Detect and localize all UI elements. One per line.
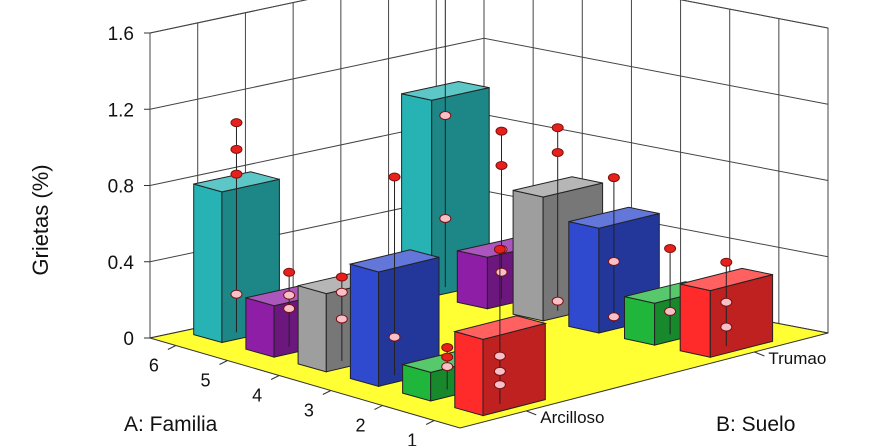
observation-point [664,306,677,316]
observation-point [441,343,454,353]
z-tick-label: Arcilloso [540,408,604,427]
observation-point [493,244,506,254]
observation-point [388,332,401,342]
x-tick-mark [425,420,435,425]
observation-point [493,380,506,390]
z-tick-label: Trumao [768,349,826,368]
tick-labels: 0 0.4 0.8 1.2 1.6 1 2 3 4 5 6 Arcilloso Trumao [108,24,827,446]
observation-point [283,267,296,277]
z-tick-mark [526,410,537,416]
y-tick-label: 1.2 [108,100,134,121]
observation-point [720,322,733,332]
gridline-horizontal [149,0,829,34]
observation-point [495,267,508,277]
observation-point [335,314,348,324]
bar-face-front [245,297,275,358]
x-tick-mark [374,405,383,410]
y-tick-label: 0.8 [108,177,134,198]
x-tick-label: 1 [407,431,417,446]
bar-face-front [193,183,223,344]
x-axis-label: A: Familia [124,413,218,436]
bar-face-front [454,330,484,417]
bar-arcilloso-familia-3 [348,172,440,388]
bar-face-front [349,263,379,388]
observation-point [335,287,348,297]
observation-point [283,304,296,314]
observation-point [439,111,452,121]
x-tick-label: 4 [252,386,262,406]
observation-point [495,160,508,170]
observation-point [230,118,243,128]
gridline-horizontal [149,37,829,110]
x-tick-label: 2 [355,416,365,436]
observation-point [439,213,452,223]
observation-point [720,297,733,307]
observation-point [664,244,677,254]
y-tick-label: 1.6 [108,24,134,45]
bar-face-front [456,250,488,310]
observation-point [230,144,243,154]
x-tick-mark [219,360,228,365]
x-tick-label: 5 [200,371,210,391]
x-tick-label: 6 [149,356,159,376]
observation-point [441,362,454,372]
chart-bars [193,0,774,417]
x-tick-label: 3 [304,401,314,421]
observation-point [551,123,564,133]
observation-point [551,147,564,157]
bar-trumao-familia-1 [679,257,774,358]
observation-point [720,257,733,267]
x-tick-mark [167,345,177,350]
bar-face-front [624,295,656,346]
observation-point [607,257,620,266]
observation-point [441,352,454,362]
observation-point [607,312,620,322]
observation-point [495,126,508,136]
y-axis-label: Grietas (%) [28,164,53,275]
z-tick-mark [754,351,765,357]
x-tick-mark [322,390,332,395]
observation-point [335,272,348,282]
bar-face-front [679,283,711,358]
bar-arcilloso-familia-1 [452,244,548,417]
observation-point [230,289,243,299]
bar-face-front [512,189,544,322]
bar-face-front [568,220,600,334]
z-axis-label: B: Suelo [716,413,795,436]
observation-point [493,351,506,361]
observation-point [388,172,401,182]
observation-point [551,296,564,306]
observation-point [607,173,620,183]
observation-point [230,169,243,179]
observation-point [283,290,296,300]
observation-point [493,366,506,376]
y-tick-label: 0 [123,329,134,350]
y-tick-label: 0.4 [108,253,135,274]
bar-face-front [297,285,327,373]
x-tick-mark [270,375,280,380]
